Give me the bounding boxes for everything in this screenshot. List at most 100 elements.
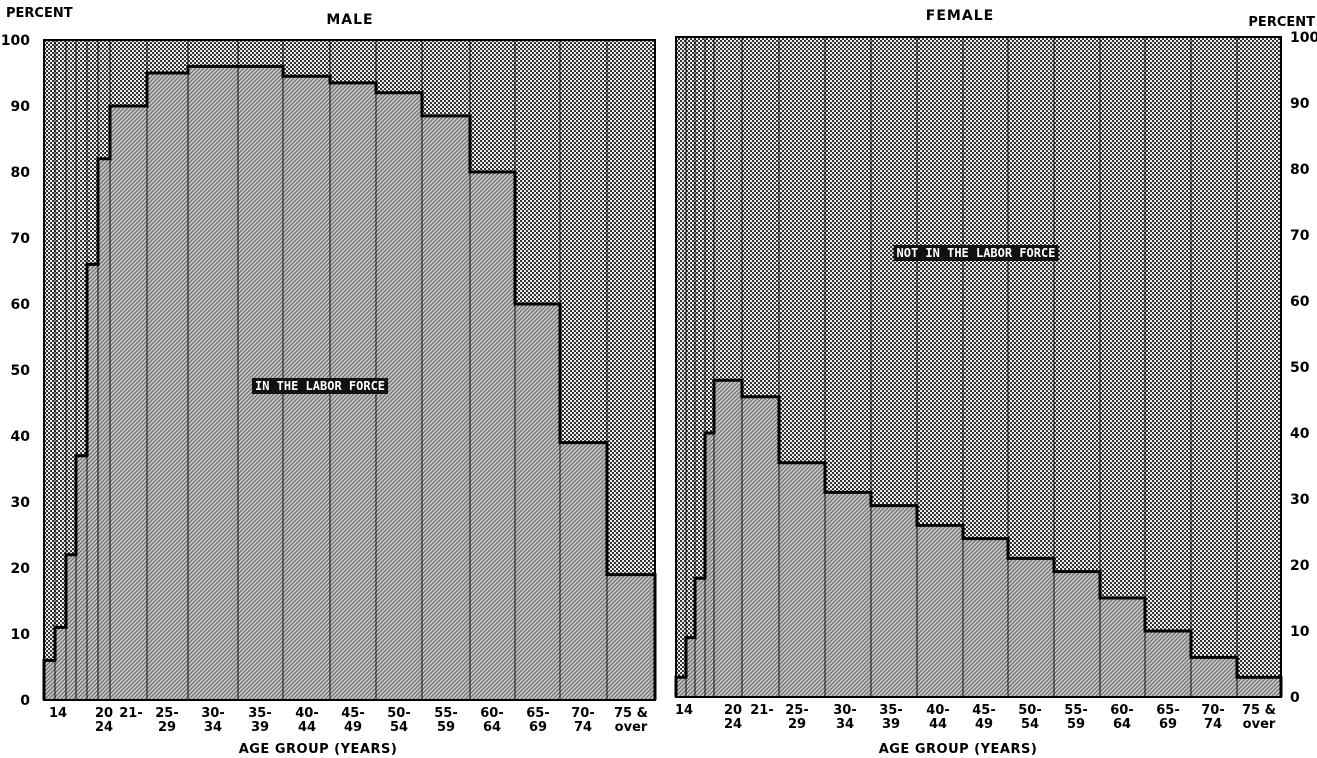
male-x-tick-label: 64	[483, 720, 501, 735]
male-x-tick-label: 44	[298, 720, 316, 735]
female-x-tick-label: 24	[724, 717, 742, 732]
female-bar-21-24	[825, 492, 871, 697]
male-x-tick-label: 14	[49, 706, 67, 721]
male-plot-area	[42, 39, 657, 701]
female-bar-18	[714, 380, 742, 697]
female-plot-frame	[675, 36, 1282, 698]
male-bar-55-59	[470, 172, 515, 700]
female-bar-16	[695, 578, 705, 697]
female-y-tick-label: 0	[1290, 690, 1300, 706]
female-bar-45-49	[1054, 571, 1100, 697]
female-x-tick-label: over	[1243, 717, 1276, 732]
male-bar-45-49	[376, 92, 422, 701]
female-x-tick-label: 70-	[1201, 703, 1225, 718]
male-bar-21-24	[147, 73, 188, 700]
male-bar-50-54	[422, 115, 470, 700]
female-x-tick-label: 40-	[926, 703, 950, 718]
female-y-ticks: 0 10 20 30 40 50 60 70 80 90 100	[1290, 30, 1317, 706]
female-y-tick-label: 50	[1290, 360, 1310, 376]
male-x-tick-label: 34	[204, 720, 222, 735]
female-bar-20	[779, 462, 825, 697]
female-y-tick-label: 60	[1290, 294, 1310, 310]
male-bar-65-69	[560, 442, 607, 700]
male-y-tick-label: 100	[1, 33, 30, 49]
female-y-tick-label: 10	[1290, 624, 1310, 640]
female-title: FEMALE	[926, 8, 994, 24]
female-bar-65-69	[1237, 677, 1281, 697]
male-x-tick-label: 40-	[295, 706, 319, 721]
female-x-tick-label: 29	[788, 717, 806, 732]
female-y-tick-label: 70	[1290, 228, 1310, 244]
male-bar-70-74	[607, 574, 655, 700]
male-x-tick-label: 60-	[480, 706, 504, 721]
male-x-tick-label: 24	[95, 720, 113, 735]
female-x-tick-label: 21-	[750, 703, 774, 718]
male-bar-15	[55, 627, 66, 700]
male-x-tick-label: 45-	[341, 706, 365, 721]
male-y-tick-label: 70	[11, 231, 31, 247]
female-x-tick-label: 75 &	[1242, 703, 1276, 718]
female-bar-15	[686, 637, 695, 697]
female-y-tick-label: 30	[1290, 492, 1310, 508]
female-x-tick-label: 54	[1021, 717, 1039, 732]
male-y-tick-label: 0	[20, 693, 30, 709]
male-bar-25-29	[188, 66, 238, 700]
female-bar-19	[742, 396, 779, 697]
male-band-label: IN THE LABOR FORCE	[255, 379, 385, 393]
female-x-tick-label: 39	[882, 717, 900, 732]
female-x-tick-label: 50-	[1018, 703, 1042, 718]
male-xlabel: AGE GROUP (YEARS)	[239, 742, 398, 757]
male-ylabel: PERCENT	[6, 6, 73, 21]
male-x-tick-label: 65-	[526, 706, 550, 721]
male-y-tick-label: 50	[11, 363, 31, 379]
female-x-tick-label: 25-	[785, 703, 809, 718]
male-x-tick-label: 30-	[201, 706, 225, 721]
male-x-tick-label: 50-	[387, 706, 411, 721]
female-x-tick-label: 20	[724, 703, 742, 718]
female-bar-35-39	[963, 538, 1008, 697]
female-x-tick-label: 14	[675, 703, 693, 718]
male-bar-60-64	[515, 304, 560, 700]
female-bar-25-29	[871, 505, 917, 697]
male-x-tick-label: 69	[529, 720, 547, 735]
male-x-tick-label: 70-	[571, 706, 595, 721]
male-x-tick-label: 21-	[119, 706, 143, 721]
female-x-tick-label: 30-	[833, 703, 857, 718]
female-x-tick-label: 65-	[1156, 703, 1180, 718]
female-x-tick-label: 59	[1067, 717, 1085, 732]
male-bar-19	[98, 158, 110, 701]
male-x-tick-label: 59	[437, 720, 455, 735]
female-y-tick-label: 40	[1290, 426, 1310, 442]
male-x-tick-label: 20	[95, 706, 113, 721]
female-bar-50-54	[1100, 598, 1145, 697]
female-xlabel: AGE GROUP (YEARS)	[879, 742, 1038, 757]
male-x-tick-label: 74	[574, 720, 592, 735]
female-participation-step-line	[674, 378, 1283, 697]
male-title: MALE	[326, 12, 373, 28]
male-x-tick-label: over	[615, 720, 648, 735]
male-x-tick-label: 35-	[248, 706, 272, 721]
male-bar-18	[87, 264, 98, 700]
male-plot-frame	[43, 39, 656, 701]
female-bar-30-34	[917, 525, 963, 697]
male-x-tick-label: 25-	[155, 706, 179, 721]
female-x-tick-label: 55-	[1064, 703, 1088, 718]
female-band-label: NOT IN THE LABOR FORCE	[897, 246, 1056, 260]
male-band-label-background	[251, 378, 389, 394]
female-y-tick-label: 20	[1290, 558, 1310, 574]
male-y-ticks: 0 10 20 30 40 50 60 70 80 90 100	[1, 33, 30, 709]
male-y-tick-label: 80	[11, 165, 31, 181]
male-bar-20	[110, 106, 147, 700]
male-y-tick-label: 20	[11, 561, 31, 577]
female-panel: PERCENT FEMALE 0 10 20 30 40 50 60 70 80 90 100 14…	[674, 8, 1317, 757]
male-x-tick-label: 39	[251, 720, 269, 735]
female-y-tick-label: 100	[1290, 30, 1317, 46]
male-y-tick-label: 40	[11, 429, 31, 445]
male-y-tick-label: 90	[11, 99, 31, 115]
female-x-tick-label: 44	[929, 717, 947, 732]
male-y-tick-label: 60	[11, 297, 31, 313]
female-y-tick-label: 90	[1290, 96, 1310, 112]
male-x-tick-label: 49	[344, 720, 362, 735]
